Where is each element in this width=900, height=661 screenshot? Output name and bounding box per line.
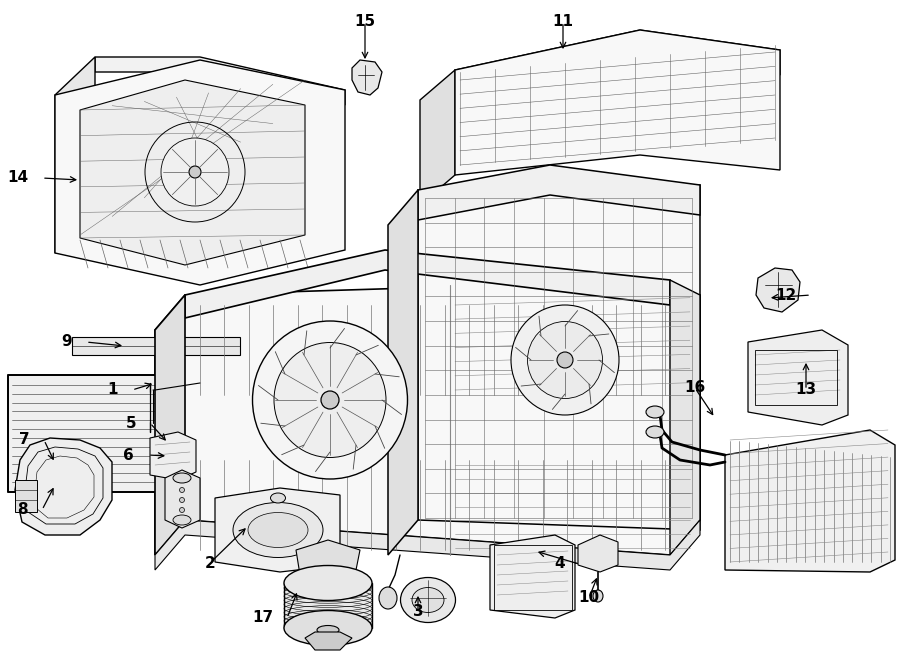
Polygon shape (490, 535, 575, 618)
Text: 2: 2 (204, 555, 215, 570)
Polygon shape (95, 57, 345, 105)
Text: 16: 16 (684, 381, 706, 395)
Text: 1: 1 (107, 383, 118, 397)
Polygon shape (8, 375, 170, 492)
Ellipse shape (400, 578, 455, 623)
Polygon shape (165, 470, 200, 528)
Ellipse shape (284, 611, 372, 646)
Text: 7: 7 (20, 432, 30, 447)
Ellipse shape (233, 502, 323, 557)
Polygon shape (388, 190, 418, 555)
Ellipse shape (527, 321, 602, 399)
Ellipse shape (557, 352, 573, 368)
Text: 12: 12 (776, 288, 797, 303)
Polygon shape (455, 30, 780, 175)
Polygon shape (155, 295, 185, 555)
Ellipse shape (646, 426, 664, 438)
Text: 9: 9 (61, 334, 72, 350)
Polygon shape (155, 520, 700, 570)
Ellipse shape (173, 515, 191, 525)
Polygon shape (284, 583, 372, 628)
Text: 15: 15 (355, 15, 375, 30)
Ellipse shape (274, 342, 386, 457)
Ellipse shape (253, 321, 408, 479)
Polygon shape (352, 60, 382, 95)
Text: 14: 14 (7, 171, 28, 186)
Polygon shape (748, 330, 848, 425)
Text: 3: 3 (413, 605, 423, 619)
Ellipse shape (284, 566, 372, 600)
Polygon shape (305, 632, 352, 650)
Polygon shape (725, 430, 895, 572)
Text: 10: 10 (579, 590, 599, 605)
Bar (494, 545, 572, 610)
Polygon shape (215, 488, 340, 572)
Text: 6: 6 (123, 447, 134, 463)
Ellipse shape (173, 473, 191, 483)
Bar (755, 350, 837, 405)
Text: 17: 17 (252, 611, 273, 625)
Polygon shape (55, 60, 345, 285)
Polygon shape (670, 280, 700, 555)
Ellipse shape (248, 512, 308, 547)
Ellipse shape (161, 138, 229, 206)
Ellipse shape (179, 498, 184, 502)
Ellipse shape (179, 508, 184, 512)
Polygon shape (15, 438, 112, 535)
Polygon shape (155, 280, 700, 555)
Ellipse shape (412, 588, 444, 613)
Ellipse shape (317, 625, 339, 635)
Polygon shape (455, 30, 780, 95)
Polygon shape (150, 432, 196, 480)
Text: 13: 13 (796, 383, 816, 397)
Polygon shape (420, 70, 455, 205)
Text: 4: 4 (554, 557, 565, 572)
Polygon shape (80, 80, 305, 265)
Ellipse shape (379, 587, 397, 609)
Polygon shape (185, 250, 670, 318)
Bar (15, 480, 37, 512)
Polygon shape (296, 540, 360, 582)
Ellipse shape (646, 406, 664, 418)
Polygon shape (578, 535, 618, 572)
Ellipse shape (511, 305, 619, 415)
Text: 5: 5 (125, 416, 136, 430)
Text: 8: 8 (17, 502, 28, 518)
Bar (72, 337, 240, 355)
Ellipse shape (271, 493, 285, 503)
Polygon shape (418, 185, 700, 530)
Bar (8, 375, 170, 492)
Ellipse shape (179, 488, 184, 492)
Ellipse shape (321, 391, 339, 409)
Ellipse shape (593, 590, 603, 602)
Polygon shape (756, 268, 800, 312)
Ellipse shape (189, 166, 201, 178)
Text: 11: 11 (553, 15, 573, 30)
Polygon shape (55, 57, 95, 253)
Polygon shape (418, 165, 700, 220)
